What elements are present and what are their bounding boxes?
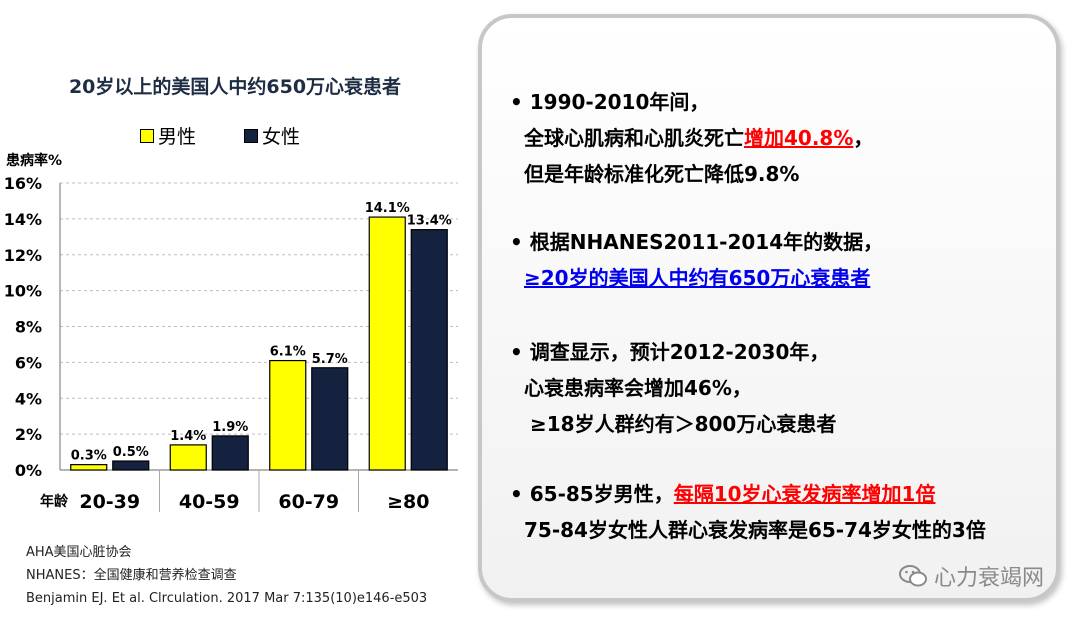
bar-female bbox=[112, 460, 150, 471]
data-label: 0.5% bbox=[113, 445, 149, 460]
data-label: 0.3% bbox=[71, 449, 107, 464]
watermark: 心力衰竭网 bbox=[898, 560, 1044, 592]
bar-chart: 0% 2% 4% 6% 8% 10% 12% 14% 16% 0.3% 0.5% 20-39 1.4% 1… bbox=[4, 174, 458, 513]
info-panel: • 1990-2010年间， 全球心肌病和心肌炎死亡增加40.8%， 但是年龄标… bbox=[478, 14, 1060, 602]
data-label: 14.1% bbox=[365, 201, 410, 216]
data-label: 1.4% bbox=[170, 429, 206, 444]
legend-swatch-male bbox=[140, 128, 154, 143]
sources: AHA美国心脏协会 NHANES：全国健康和营养检查调查 Benjamin EJ… bbox=[26, 541, 427, 610]
bullet-4-text: • 65-85岁男性， bbox=[510, 482, 674, 506]
y-tick-label: 6% bbox=[15, 353, 42, 372]
data-label: 13.4% bbox=[407, 214, 452, 229]
source-nhanes: NHANES：全国健康和营养检查调查 bbox=[26, 568, 237, 583]
legend-label-male: 男性 bbox=[158, 126, 197, 148]
bullet-4-line-1: • 65-85岁男性，每隔10岁心衰发病率增加1倍 bbox=[510, 476, 986, 512]
legend-item-male: 男性 bbox=[140, 122, 196, 149]
y-tick-label: 2% bbox=[15, 425, 42, 444]
y-tick-label: 10% bbox=[4, 282, 42, 301]
data-label: 1.9% bbox=[212, 420, 248, 435]
bar-male bbox=[169, 444, 207, 471]
bullet-1-line-2: 全球心肌病和心肌炎死亡增加40.8%， bbox=[510, 120, 873, 156]
bar-female bbox=[311, 367, 349, 471]
chart-title: 20岁以上的美国人中约650万心衰患者 bbox=[68, 76, 402, 98]
highlight-increase-408: 增加40.8% bbox=[744, 126, 854, 150]
watermark-text: 心力衰竭网 bbox=[933, 566, 1044, 591]
legend-swatch-female bbox=[244, 128, 259, 143]
y-tick-label: 12% bbox=[4, 246, 42, 265]
bullet-3-line-2: 心衰患病率会增加46%， bbox=[524, 376, 752, 400]
x-tick-label: 40-59 bbox=[179, 491, 240, 513]
source-citation: Benjamin EJ. Et al. Clrculation. 2017 Ma… bbox=[26, 591, 428, 606]
source-aha: AHA美国心脏协会 bbox=[26, 545, 132, 560]
y-tick-label: 0% bbox=[15, 461, 42, 480]
bullet-4-line-2: 75-84岁女性人群心衰发病率是65-74岁女性的3倍 bbox=[524, 518, 986, 542]
x-tick-label: 20-39 bbox=[79, 491, 140, 513]
bullet-3-line-3: ≥18岁人群约有＞800万心衰患者 bbox=[530, 412, 837, 436]
y-axis-label: 患病率% bbox=[6, 153, 63, 169]
legend-label-female: 女性 bbox=[262, 126, 301, 148]
bar-female bbox=[211, 435, 249, 471]
bullet-4: • 65-85岁男性，每隔10岁心衰发病率增加1倍 75-84岁女性人群心衰发病… bbox=[510, 476, 986, 548]
bullet-1-line-1: • 1990-2010年间， bbox=[510, 90, 710, 114]
legend-item-female: 女性 bbox=[244, 122, 300, 149]
bar-male bbox=[269, 359, 307, 471]
x-axis-label: 年龄 bbox=[40, 493, 69, 510]
bar-male bbox=[70, 464, 108, 471]
bullet-1: • 1990-2010年间， 全球心肌病和心肌炎死亡增加40.8%， 但是年龄标… bbox=[510, 84, 873, 192]
link-650-million-patients[interactable]: ≥20岁的美国人中约有650万心衰患者 bbox=[524, 266, 871, 290]
bullet-1-line-3: 但是年龄标准化死亡降低9.8% bbox=[524, 162, 800, 186]
y-tick-label: 14% bbox=[4, 210, 42, 229]
data-label: 6.1% bbox=[270, 345, 306, 360]
wechat-icon bbox=[898, 565, 927, 587]
bullet-2: • 根据NHANES2011-2014年的数据， ≥20岁的美国人中约有650万… bbox=[510, 224, 883, 296]
bar-male bbox=[368, 216, 406, 471]
y-tick-label: 4% bbox=[15, 389, 42, 408]
bar-female bbox=[410, 229, 448, 471]
x-tick-label: ≥80 bbox=[387, 491, 429, 513]
bullet-3: • 调查显示，预计2012-2030年， 心衰患病率会增加46%， ≥18岁人群… bbox=[510, 334, 836, 442]
y-tick-label: 8% bbox=[15, 318, 42, 337]
bullet-1-text: 全球心肌病和心肌炎死亡 bbox=[524, 126, 744, 150]
bullet-1-comma: ， bbox=[853, 126, 874, 150]
bullet-2-line-1: • 根据NHANES2011-2014年的数据， bbox=[510, 230, 884, 254]
chart-area: 20岁以上的美国人中约650万心衰患者 男性 女性 患病率% 0% 2% 4% 6% 8… bbox=[0, 0, 470, 530]
data-label: 5.7% bbox=[312, 352, 348, 367]
highlight-incidence-double: 每隔10岁心衰发病率增加1倍 bbox=[673, 482, 936, 506]
chart-legend: 男性 女性 bbox=[140, 122, 300, 149]
bullet-3-line-1: • 调查显示，预计2012-2030年， bbox=[510, 340, 830, 364]
x-tick-label: 60-79 bbox=[278, 491, 339, 513]
y-tick-label: 16% bbox=[4, 174, 42, 193]
